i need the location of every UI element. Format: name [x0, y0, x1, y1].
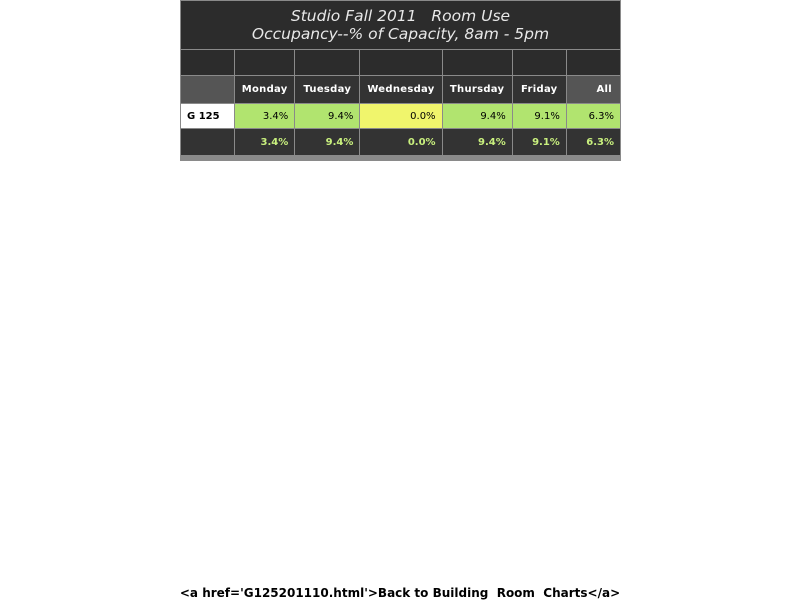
- spacer-cell: [513, 50, 566, 75]
- value-cell-friday: 9.1%: [513, 104, 566, 128]
- total-cell-all: 6.3%: [567, 129, 620, 155]
- spacer-cell: [443, 50, 512, 75]
- total-cell-wednesday: 0.0%: [360, 129, 441, 155]
- total-cell-tuesday: 9.4%: [295, 129, 359, 155]
- value-cell-thursday: 9.4%: [443, 104, 512, 128]
- column-header-monday: Monday: [235, 76, 294, 103]
- totals-row: 3.4% 9.4% 0.0% 9.4% 9.1% 6.3%: [181, 129, 620, 155]
- table-row: G 125 3.4% 9.4% 0.0% 9.4% 9.1% 6.3%: [181, 104, 620, 128]
- spacer-row: [181, 50, 620, 75]
- column-header-thursday: Thursday: [443, 76, 512, 103]
- value-cell-monday: 3.4%: [235, 104, 294, 128]
- totals-label-cell: [181, 129, 234, 155]
- title-line-2: Occupancy--% of Capacity, 8am - 5pm: [181, 25, 620, 43]
- column-header-all: All: [567, 76, 620, 103]
- column-header-wednesday: Wednesday: [360, 76, 441, 103]
- spacer-cell: [360, 50, 441, 75]
- occupancy-report: Studio Fall 2011 Room Use Occupancy--% o…: [180, 0, 621, 161]
- spacer-cell: [235, 50, 294, 75]
- header-corner-cell: [181, 76, 234, 103]
- total-cell-thursday: 9.4%: [443, 129, 512, 155]
- total-cell-monday: 3.4%: [235, 129, 294, 155]
- total-cell-friday: 9.1%: [513, 129, 566, 155]
- column-header-friday: Friday: [513, 76, 566, 103]
- spacer-cell: [181, 50, 234, 75]
- value-cell-all: 6.3%: [567, 104, 620, 128]
- title-line-1: Studio Fall 2011 Room Use: [181, 7, 620, 25]
- back-to-building-link[interactable]: <a href='G125201110.html'>Back to Buildi…: [0, 586, 800, 600]
- room-name-cell: G 125: [181, 104, 234, 128]
- spacer-cell: [295, 50, 359, 75]
- column-header-tuesday: Tuesday: [295, 76, 359, 103]
- header-row: Monday Tuesday Wednesday Thursday Friday…: [181, 76, 620, 103]
- spacer-cell: [567, 50, 620, 75]
- report-title: Studio Fall 2011 Room Use Occupancy--% o…: [181, 1, 620, 49]
- occupancy-table: Monday Tuesday Wednesday Thursday Friday…: [180, 49, 621, 156]
- value-cell-tuesday: 9.4%: [295, 104, 359, 128]
- value-cell-wednesday: 0.0%: [360, 104, 441, 128]
